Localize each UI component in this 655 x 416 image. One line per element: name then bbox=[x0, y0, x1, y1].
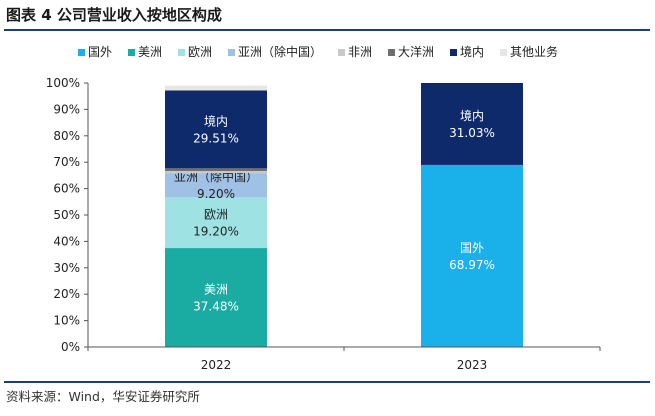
bar-value-label: 19.20% bbox=[193, 225, 239, 239]
bar-series-label: 欧洲 bbox=[204, 208, 228, 222]
y-tick-label: 100% bbox=[46, 76, 80, 90]
chart-title: 图表 4 公司营业收入按地区构成 bbox=[6, 6, 222, 24]
bar-value-label: 68.97% bbox=[449, 258, 495, 272]
bar-value-label: 9.20% bbox=[197, 187, 235, 201]
source-note: 资料来源：Wind，华安证券研究所 bbox=[6, 389, 200, 404]
y-tick-label: 10% bbox=[53, 314, 80, 328]
legend-label: 美洲 bbox=[138, 45, 162, 59]
legend-label: 其他业务 bbox=[510, 44, 558, 59]
title-divider bbox=[4, 29, 650, 31]
legend-swatch bbox=[228, 49, 235, 56]
y-tick-label: 70% bbox=[53, 155, 80, 169]
legend-label: 境内 bbox=[460, 44, 484, 59]
bar-series-label: 境内 bbox=[204, 113, 228, 128]
footer-divider bbox=[4, 381, 650, 383]
legend-swatch bbox=[500, 49, 507, 56]
bar-segment bbox=[165, 197, 267, 249]
legend-label: 非洲 bbox=[348, 45, 372, 59]
stacked-bar-chart: 国外 美洲 欧洲 亚洲（除中国） 非洲 大洋洲 境内 其他业务 0%10%20%30%40%5… bbox=[46, 44, 601, 372]
y-tick-label: 80% bbox=[53, 129, 80, 143]
legend: 国外 美洲 欧洲 亚洲（除中国） 非洲 大洋洲 境内 其他业务 bbox=[78, 44, 558, 59]
x-tick-label: 2023 bbox=[457, 358, 488, 372]
legend-swatch bbox=[178, 49, 185, 56]
legend-label: 大洋洲 bbox=[398, 44, 434, 59]
y-tick-label: 60% bbox=[53, 182, 80, 196]
legend-swatch bbox=[450, 49, 457, 56]
x-axis: 2022 2023 bbox=[87, 346, 601, 372]
bar-series-label: 境内 bbox=[460, 108, 484, 123]
bar-segment bbox=[165, 173, 267, 198]
bar-segment bbox=[165, 85, 267, 91]
y-tick-label: 0% bbox=[61, 340, 80, 354]
bar-value-label: 29.51% bbox=[193, 131, 239, 145]
bar-segment bbox=[165, 168, 267, 171]
bar-value-label: 31.03% bbox=[449, 126, 495, 140]
bar-segment bbox=[421, 164, 523, 347]
legend-label: 欧洲 bbox=[188, 45, 212, 59]
bar-series-label: 国外 bbox=[460, 241, 484, 255]
bar-segment bbox=[165, 170, 267, 174]
x-tick-label: 2022 bbox=[201, 358, 232, 372]
legend-swatch bbox=[338, 49, 345, 56]
bar-segment bbox=[165, 248, 267, 347]
bar-value-label: 37.48% bbox=[193, 300, 239, 314]
legend-swatch bbox=[388, 49, 395, 56]
y-tick-label: 30% bbox=[53, 261, 80, 275]
bar-segment bbox=[421, 83, 523, 165]
bar-segment bbox=[165, 90, 267, 169]
bars: 美洲37.48%欧洲19.20%亚洲（除中国）9.20%境内29.51%国外68… bbox=[165, 83, 523, 347]
y-tick-label: 50% bbox=[53, 208, 80, 222]
y-axis: 0% 10% 20% 30% 40% 50% 60% 70% 80% 90% 100% bbox=[46, 76, 89, 354]
y-tick-label: 20% bbox=[53, 287, 80, 301]
legend-swatch bbox=[128, 49, 135, 56]
legend-label: 国外 bbox=[88, 45, 112, 59]
legend-label: 亚洲（除中国） bbox=[238, 44, 322, 59]
bar-series-label: 美洲 bbox=[204, 283, 228, 297]
y-tick-label: 90% bbox=[53, 102, 80, 116]
legend-swatch bbox=[78, 49, 85, 56]
y-tick-label: 40% bbox=[53, 234, 80, 248]
